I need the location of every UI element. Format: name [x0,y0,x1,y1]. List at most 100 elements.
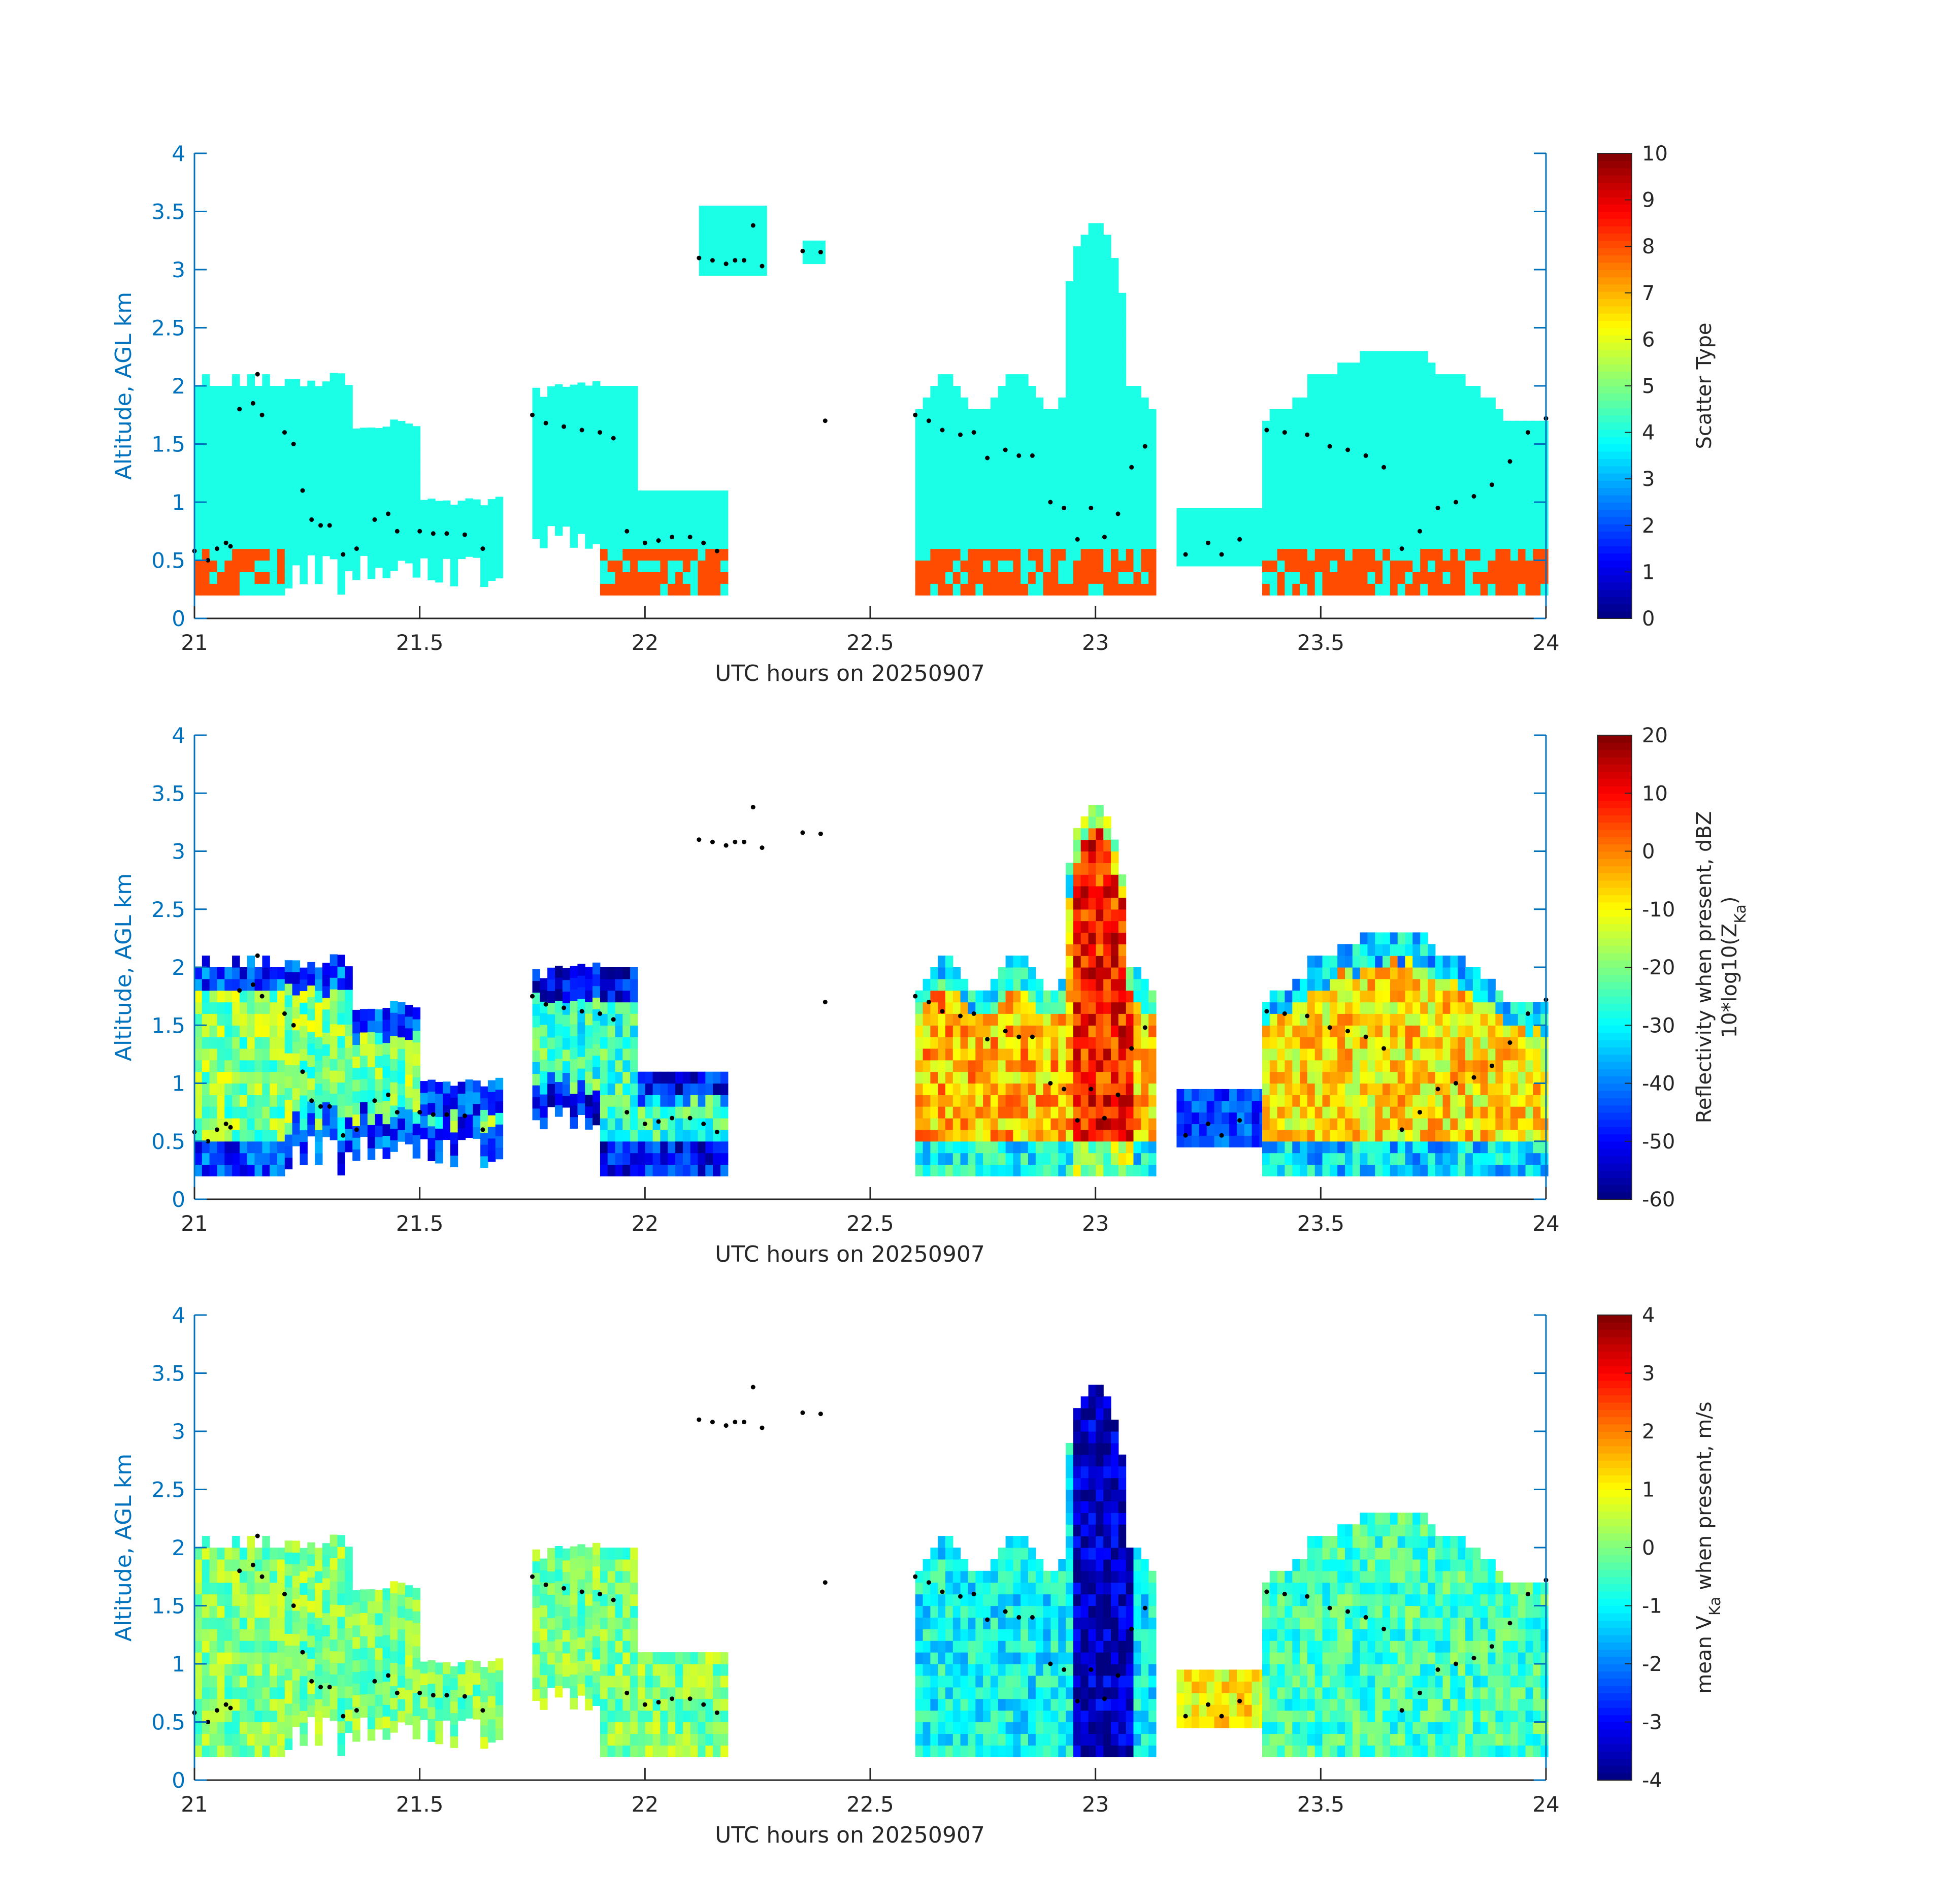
heatmap-cell [960,455,968,468]
heatmap-cell [1397,932,1406,944]
heatmap-cell [1397,944,1406,956]
heatmap-cell [1013,1118,1021,1130]
heatmap-cell [975,1164,983,1176]
cloud-base-marker [1102,535,1107,540]
heatmap-cell [720,1083,729,1095]
heatmap-cell [1005,490,1013,503]
heatmap-cell [1111,502,1119,514]
heatmap-cell [1337,560,1345,572]
heatmap-cell [1488,1071,1496,1084]
heatmap-cell [1375,397,1383,410]
heatmap-cell [232,490,240,503]
heatmap-cell [239,990,248,1003]
heatmap-cell [1458,537,1466,549]
heatmap-cell [495,1077,504,1090]
heatmap-cell [1375,455,1383,468]
heatmap-cell [1028,990,1036,1003]
heatmap-cell [1367,990,1375,1003]
heatmap-cell [1503,1025,1511,1037]
heatmap-cell [1073,1037,1081,1049]
cloud-base-marker [1305,432,1310,437]
heatmap-cell [1035,1095,1044,1107]
heatmap-cell [1458,583,1466,596]
heatmap-cell [1540,502,1549,514]
heatmap-cell [1314,1013,1323,1026]
heatmap-cell [217,1095,225,1107]
heatmap-cell [1397,397,1406,410]
heatmap-cell [547,398,555,410]
heatmap-cell [555,489,563,501]
heatmap-cell [968,513,976,526]
heatmap-cell [607,1141,616,1154]
heatmap-cell [337,1047,345,1060]
heatmap-cell [593,1055,601,1067]
heatmap-cell [1412,978,1421,991]
heatmap-cell [1307,956,1315,968]
heatmap-cell [1021,455,1029,468]
heatmap-cell [1397,513,1406,526]
heatmap-cell [1133,1025,1141,1037]
heatmap-cell [307,497,315,509]
heatmap-cell [1442,548,1451,561]
heatmap-cell [1307,537,1315,549]
heatmap-cell [202,1095,210,1107]
heatmap-cell [540,443,548,455]
heatmap-cell [202,1048,210,1061]
heatmap-cell [1035,479,1044,491]
heatmap-cell [1322,409,1330,421]
heatmap-cell [1118,292,1127,305]
heatmap-cell [1412,363,1421,375]
heatmap-cell [270,1060,278,1072]
heatmap-cell [1330,1129,1338,1142]
heatmap-cell [1096,816,1104,829]
heatmap-cell [1103,874,1111,887]
heatmap-cell [1428,583,1436,596]
heatmap-cell [480,505,488,517]
heatmap-cell [1360,537,1368,549]
cloud-base-marker [1282,430,1287,435]
heatmap-cell [1533,1141,1541,1154]
heatmap-cell [585,1048,593,1060]
heatmap-cell [1458,490,1466,503]
heatmap-cell [720,1118,729,1130]
heatmap-cell [1126,1083,1134,1095]
heatmap-cell [412,531,421,543]
heatmap-cell [585,1013,593,1026]
heatmap-cell [495,1147,504,1160]
heatmap-cell [1088,304,1096,317]
heatmap-cell [968,1037,976,1049]
heatmap-cell [254,455,262,468]
heatmap-cell [915,432,924,445]
heatmap-cell [1103,909,1111,922]
heatmap-cell [1322,1095,1330,1107]
heatmap-cell [1269,1013,1278,1026]
heatmap-cell [284,960,293,972]
heatmap-cell [600,1164,608,1176]
heatmap-cell [998,444,1006,456]
heatmap-cell [1405,1071,1413,1084]
heatmap-cell [1412,409,1421,421]
heatmap-cell [1472,1048,1481,1061]
heatmap-cell [652,502,661,514]
heatmap-cell [1088,1048,1096,1061]
heatmap-cell [1111,479,1119,491]
heatmap-cell [450,574,458,586]
heatmap-cell [983,1025,991,1037]
heatmap-cell [570,431,578,443]
heatmap-cell [1420,351,1428,363]
heatmap-cell [615,409,623,421]
heatmap-cell [983,548,991,561]
heatmap-cell [1337,479,1345,491]
heatmap-cell [1285,990,1293,1003]
heatmap-cell [1277,455,1285,468]
heatmap-cell [1206,1124,1215,1136]
heatmap-cell [254,479,262,491]
heatmap-cell [699,252,707,265]
heatmap-cell [1005,956,1013,968]
heatmap-cell [562,1072,571,1085]
heatmap-cell [1013,1013,1021,1026]
heatmap-cell [600,990,608,1003]
heatmap-cell [1118,1106,1127,1119]
heatmap-cell [622,978,631,991]
colorbar-step [1598,1185,1632,1193]
